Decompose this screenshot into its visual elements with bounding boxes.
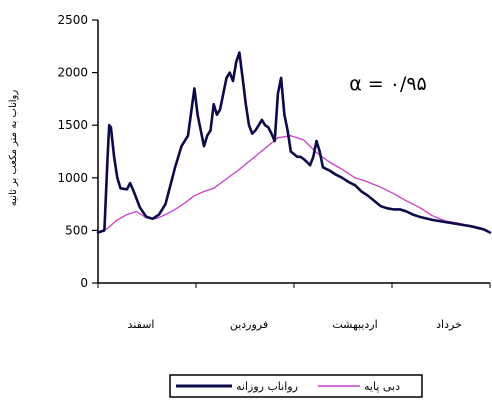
x-axis-month-labels: اسفند فروردین اردیبهشت خرداد bbox=[97, 283, 491, 331]
y-tick-label: 1000 bbox=[57, 171, 88, 185]
x-month-label: خرداد bbox=[436, 318, 462, 331]
y-tick-label: 1500 bbox=[57, 118, 88, 132]
x-month-label: اردیبهشت bbox=[332, 318, 377, 331]
x-month-label: فروردین bbox=[230, 318, 268, 331]
y-tick-label: 2000 bbox=[57, 66, 88, 80]
x-month-label: اسفند bbox=[128, 318, 155, 331]
series-line-daily-runoff bbox=[96, 51, 492, 234]
y-tick-label: 500 bbox=[65, 223, 88, 237]
axes bbox=[97, 20, 490, 284]
legend: رواناب روزانه دبی پایه bbox=[169, 374, 423, 398]
series-layer bbox=[96, 51, 492, 234]
series-line-baseflow bbox=[97, 135, 491, 234]
y-axis-ticks: 0 500 1000 1500 2000 2500 bbox=[57, 13, 98, 290]
y-tick-label: 0 bbox=[80, 276, 88, 290]
y-axis-label: رواناب به متر مکعب بر ثانیه bbox=[8, 90, 19, 207]
legend-label-baseflow: دبی پایه bbox=[364, 380, 400, 393]
alpha-annotation: α = ۰/۹۵ bbox=[349, 73, 427, 95]
y-tick-label: 2500 bbox=[57, 13, 88, 27]
legend-label-daily-runoff: رواناب روزانه bbox=[236, 380, 298, 393]
legend-box bbox=[169, 374, 423, 398]
